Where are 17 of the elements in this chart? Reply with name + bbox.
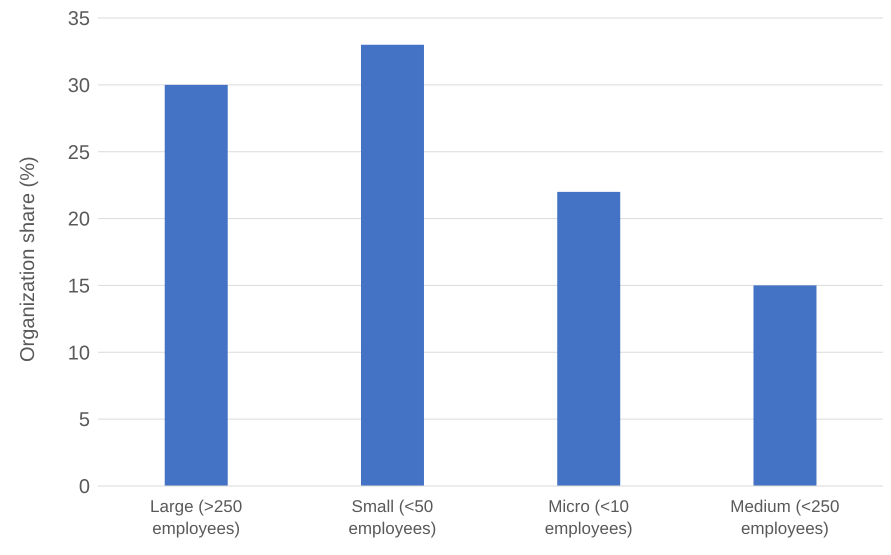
bar: [360, 44, 424, 486]
x-tick-label: Large (>250 employees): [150, 497, 242, 538]
y-tick-label: 10: [68, 342, 90, 364]
bar: [557, 192, 620, 486]
y-tick-label: 15: [68, 276, 90, 298]
y-tick-label: 25: [68, 142, 90, 164]
y-tick-label: 5: [78, 409, 90, 432]
y-tick-label: 0: [78, 476, 90, 498]
y-tick-label: 35: [68, 8, 90, 30]
x-tick-label: Micro (<10 employees): [544, 497, 633, 538]
x-tick-label: Medium (<250 employees): [730, 497, 840, 538]
x-tick-label: Small (<50 employees): [348, 497, 436, 538]
y-tick-label: 30: [68, 74, 90, 97]
y-tick-label: 20: [68, 208, 90, 231]
bar: [164, 84, 228, 486]
y-axis-title: Organization share (%): [17, 156, 40, 362]
bar: [753, 285, 816, 486]
